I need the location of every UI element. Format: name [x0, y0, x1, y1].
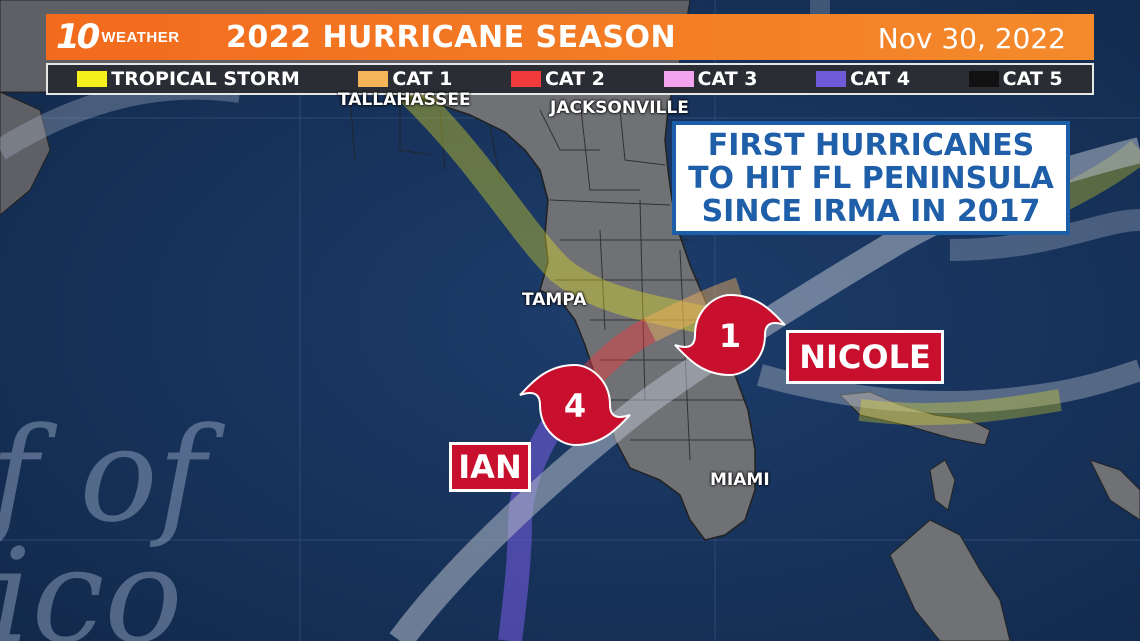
legend-item-cat2: CAT 2 [510, 68, 605, 90]
legend-label: CAT 2 [544, 68, 605, 90]
legend-swatch [510, 71, 541, 87]
storm-label-nicole: NICOLE [786, 330, 944, 384]
logo-number: 10 [56, 17, 100, 57]
legend-item-cat5: CAT 5 [968, 68, 1063, 90]
louisiana-coast [0, 91, 51, 216]
category-legend: TROPICAL STORM CAT 1 CAT 2 CAT 3 CAT 4 C… [46, 63, 1094, 95]
legend-swatch [968, 71, 999, 87]
track-faded-2 [949, 209, 1140, 261]
legend-item-cat4: CAT 4 [816, 68, 910, 90]
city-label-tampa: TAMPA [522, 290, 587, 310]
legend-item-cat1: CAT 1 [358, 68, 452, 90]
legend-swatch [663, 71, 694, 87]
station-logo: 10 WEATHER [56, 20, 206, 54]
legend-item-tropical-storm: TROPICAL STORM [77, 68, 300, 90]
logo-word: WEATHER [101, 28, 180, 46]
gulf-label-1: f of [0, 399, 226, 551]
city-label-miami: MIAMI [710, 470, 770, 490]
headline-callout: FIRST HURRICANES TO HIT FL PENINSULA SIN… [672, 121, 1070, 235]
nicole-category: 1 [719, 317, 741, 355]
hurricane-icon-nicole: 1 [674, 293, 786, 377]
legend-item-cat3: CAT 3 [663, 68, 758, 90]
callout-line-2: TO HIT FL PENINSULA [688, 160, 1054, 196]
andros-island [929, 459, 956, 511]
city-label-jacksonville: JACKSONVILLE [550, 98, 689, 118]
legend-swatch [816, 71, 847, 87]
legend-label: CAT 1 [392, 68, 453, 90]
header-banner: 10 WEATHER 2022 HURRICANE SEASON Nov 30,… [46, 14, 1094, 60]
cuba [889, 519, 1011, 641]
hurricane-icon-ian: 4 [519, 363, 631, 447]
legend-swatch [358, 71, 389, 87]
city-label-tallahassee: TALLAHASSEE [338, 90, 471, 110]
callout-line-1: FIRST HURRICANES [707, 127, 1035, 163]
track-nicole-east [757, 359, 1140, 414]
track-ian-cat1 [644, 277, 745, 342]
ian-category: 4 [564, 387, 586, 425]
legend-label: CAT 3 [697, 68, 758, 90]
bahamas [838, 391, 991, 446]
legend-label: CAT 5 [1002, 68, 1063, 90]
callout-line-3: SINCE IRMA IN 2017 [701, 193, 1041, 229]
storm-label-ian: IAN [449, 442, 531, 492]
east-island [1089, 459, 1140, 521]
legend-label: CAT 4 [850, 68, 911, 90]
legend-swatch [77, 71, 108, 87]
legend-label: TROPICAL STORM [111, 68, 300, 90]
page-title: 2022 HURRICANE SEASON [226, 19, 677, 55]
track-tropical-storm [400, 81, 745, 344]
track-nicole-yellow [858, 389, 1062, 426]
banner-date: Nov 30, 2022 [877, 22, 1066, 55]
gulf-label-2: ico [0, 520, 183, 641]
